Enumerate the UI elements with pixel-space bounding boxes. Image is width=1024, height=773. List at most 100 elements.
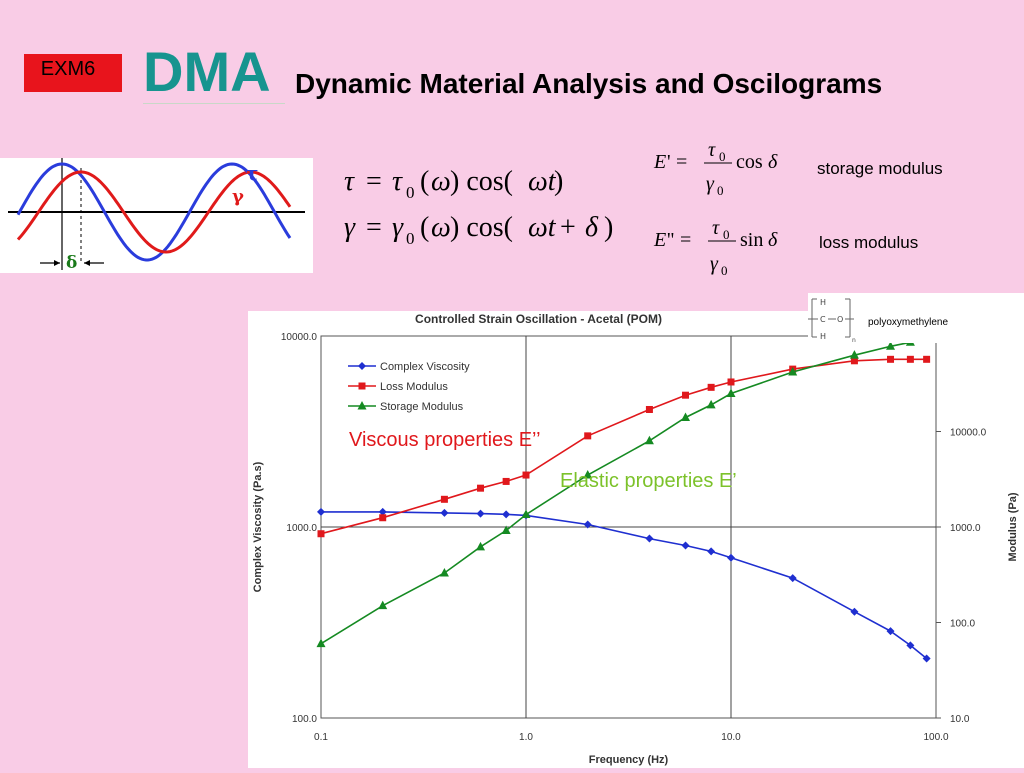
storage-modulus-point [316, 638, 326, 648]
storage-modulus-point [476, 541, 486, 551]
svg-text:': ' [667, 151, 671, 173]
svg-text:H: H [820, 298, 826, 307]
loss-modulus-point [379, 514, 387, 522]
complex-viscosity-point [922, 654, 931, 663]
storage-modulus-point [706, 399, 716, 409]
tau-wave [16, 162, 292, 262]
svg-text:ωt: ωt [528, 212, 557, 243]
loss-modulus-point [727, 378, 735, 386]
storage-modulus-point [583, 470, 593, 479]
storage-modulus-point [501, 525, 511, 534]
x-tick-label: 1.0 [519, 732, 533, 743]
legend-complex-viscosity-marker [358, 362, 366, 370]
delta-symbol: δ [66, 253, 77, 273]
svg-text:γ: γ [344, 212, 356, 243]
legend-loss-modulus-marker [358, 382, 366, 390]
title-dma: DMA [143, 40, 271, 103]
storage-modulus-point [886, 341, 896, 350]
stress-strain-equations: τ = τ 0 (ω) cos( ωt) γ = γ 0 (ω) cos( ωt… [344, 166, 613, 248]
svg-text:=: = [676, 151, 687, 173]
complex-viscosity-point [886, 627, 895, 636]
dma-chart: Controlled Strain Oscillation - Acetal (… [248, 311, 1024, 768]
svg-text:E: E [653, 229, 666, 251]
gamma-wave [16, 170, 292, 254]
complex-viscosity-point [317, 507, 325, 516]
svg-text:δ: δ [768, 151, 778, 173]
loss-modulus-line [320, 358, 927, 535]
svg-text:sin: sin [740, 229, 763, 251]
y-tick-label: 10000.0 [281, 332, 318, 343]
svg-text:E: E [653, 151, 666, 173]
loss-modulus-point [645, 405, 653, 413]
x-tick-label: 100.0 [923, 732, 948, 743]
loss-modulus-point [682, 391, 690, 399]
legend-storage-modulus-marker [357, 401, 367, 410]
legend-loss-modulus-label: Loss Modulus [380, 381, 448, 393]
exam-badge: EXM6 [24, 54, 122, 92]
complex-viscosity-point [378, 507, 387, 516]
storage-modulus-point [788, 366, 798, 376]
svg-text:ω: ω [431, 166, 451, 197]
page-title: Dynamic Material Analysis and Oscilogram… [295, 68, 883, 99]
svg-text:ω: ω [431, 212, 451, 243]
svg-text:) cos(: ) cos( [450, 212, 513, 243]
svg-text:n: n [852, 337, 856, 343]
svg-text:τ: τ [712, 217, 720, 239]
loss-modulus-point [906, 355, 914, 363]
loss-modulus-label: loss modulus [819, 233, 919, 252]
elastic-annotation: Elastic properties E’ [560, 470, 737, 492]
wave-diagram: τ γ δ [0, 158, 313, 273]
svg-text:=: = [366, 212, 382, 243]
svg-text:0: 0 [719, 149, 726, 164]
svg-text:(: ( [420, 212, 429, 243]
svg-text:=: = [680, 229, 691, 251]
svg-text:): ) [604, 212, 613, 243]
loss-modulus-point [850, 357, 858, 365]
storage-modulus-point [644, 435, 654, 445]
svg-text:τ: τ [392, 166, 403, 197]
complex-viscosity-point [681, 541, 690, 550]
loss-modulus-point [707, 383, 715, 391]
svg-text:cos: cos [736, 151, 763, 173]
loss-modulus-point [477, 484, 485, 492]
x-axis-label: Frequency (Hz) [589, 754, 669, 766]
svg-text:ωt: ωt [528, 166, 557, 197]
loss-modulus-point [887, 355, 895, 363]
storage-modulus-label: storage modulus [817, 159, 943, 178]
svg-text:) cos(: ) cos( [450, 166, 513, 197]
y2-axis-label: Modulus (Pa) [1007, 492, 1019, 561]
svg-text:γ: γ [706, 173, 715, 195]
loss-modulus-point [923, 355, 931, 363]
polymer-label: polyoxymethylene [868, 317, 948, 328]
svg-text:'': '' [667, 229, 674, 251]
svg-text:δ: δ [585, 212, 599, 243]
loss-modulus-point [584, 432, 592, 440]
badge-label: EXM6 [40, 57, 96, 80]
complex-viscosity-point [727, 553, 735, 562]
viscous-annotation: Viscous properties E’’ [349, 429, 541, 451]
svg-text:C: C [820, 315, 826, 324]
svg-text:γ: γ [392, 212, 404, 243]
complex-viscosity-point [502, 510, 511, 519]
svg-text:+: + [560, 212, 576, 243]
y2-tick-label: 10000.0 [950, 428, 987, 439]
tau-symbol: τ [245, 161, 258, 185]
x-tick-label: 10.0 [721, 732, 741, 743]
x-tick-label: 0.1 [314, 732, 328, 743]
legend-storage-modulus-label: Storage Modulus [380, 401, 464, 413]
chart-title: Controlled Strain Oscillation - Acetal (… [415, 312, 662, 326]
svg-text:O: O [837, 315, 843, 324]
svg-text:0: 0 [717, 183, 724, 198]
legend-complex-viscosity-label: Complex Viscosity [380, 361, 470, 373]
svg-text:γ: γ [710, 253, 719, 275]
complex-viscosity-point [440, 508, 449, 517]
complex-viscosity-point [906, 641, 915, 650]
svg-text:H: H [820, 332, 826, 341]
y-tick-label: 100.0 [292, 714, 317, 725]
complex-viscosity-line [321, 511, 928, 660]
loss-modulus-point [522, 471, 530, 479]
title-underline [143, 103, 285, 104]
loss-modulus-point [440, 495, 448, 503]
